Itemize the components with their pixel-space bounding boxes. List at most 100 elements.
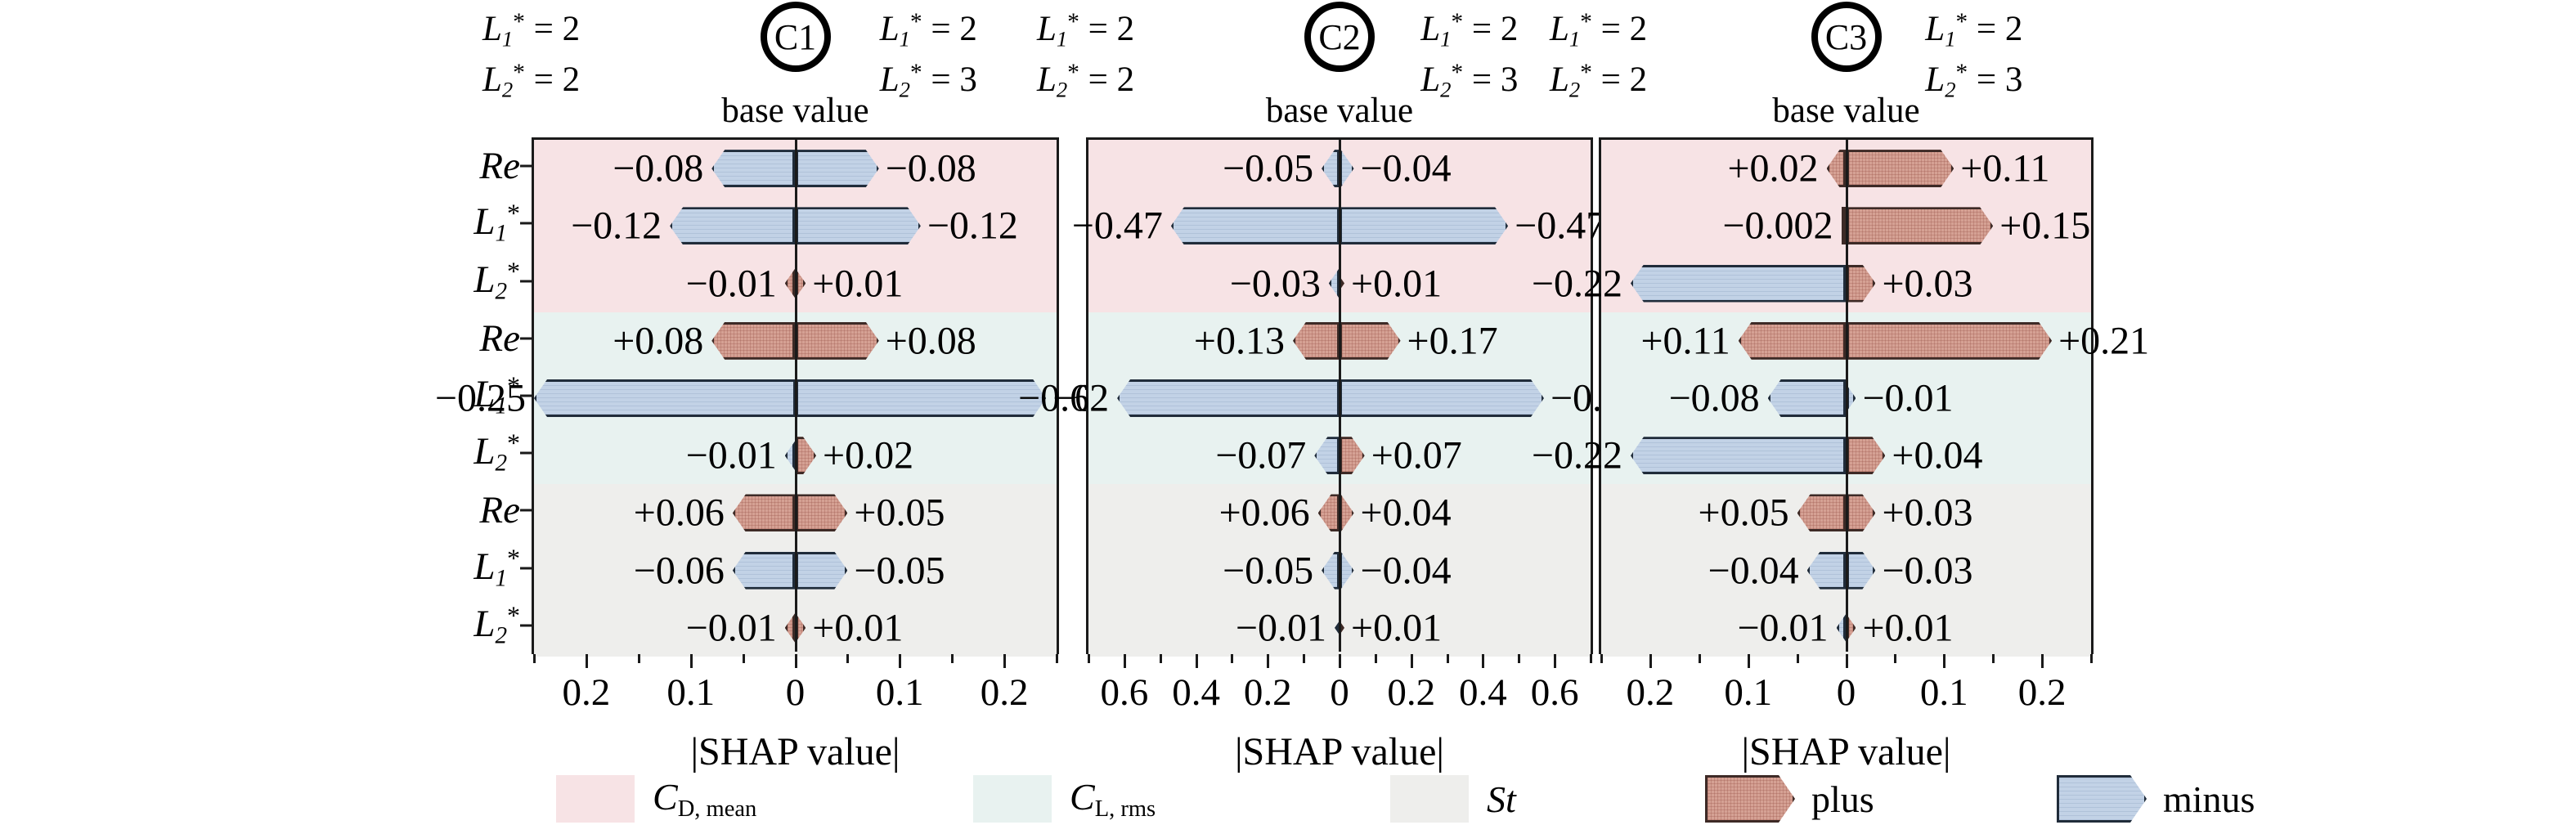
value-label-left: −0.01 <box>685 606 777 650</box>
table-row: +0.05 +0.03 <box>1601 484 2091 541</box>
bar-right-l2star <box>1340 437 1365 474</box>
header-left-condition: L1* = 2 L2* = 2 <box>1550 9 1648 102</box>
table-row: −0.01 +0.01 <box>1088 599 1591 657</box>
value-label-left: +0.05 <box>1698 491 1789 535</box>
x-tick-major <box>1554 654 1557 668</box>
x-tick-label: 0.6 <box>1530 671 1579 714</box>
base-value-label: base value <box>1265 92 1414 130</box>
bar-left-re <box>1322 150 1340 188</box>
bar-right-l1star <box>1847 552 1876 590</box>
value-label-right: +0.07 <box>1371 433 1462 478</box>
value-label-right: +0.01 <box>1862 606 1954 650</box>
x-tick-major <box>794 654 797 668</box>
panel-header-c2: L1* = 2 L2* = 2 L1* = 2 L2* = 3 base value C2 <box>1037 0 1724 137</box>
legend-item-minus[interactable]: minus <box>2057 772 2255 826</box>
x-axis-title: |SHAP value| <box>690 730 900 773</box>
table-row: −0.01 +0.02 <box>534 427 1057 484</box>
table-row: −0.01 +0.01 <box>534 599 1057 657</box>
value-label-right: +0.04 <box>1360 491 1452 535</box>
value-label-left: −0.03 <box>1229 262 1321 306</box>
y-tick-label-l2star: L2* <box>473 257 520 304</box>
legend-item-plus[interactable]: plus <box>1705 772 1874 826</box>
x-tick-label: 0.2 <box>2017 671 2067 714</box>
value-label-left: −0.01 <box>685 262 777 306</box>
x-tick-label: 0.2 <box>980 671 1029 714</box>
x-tick-label: 0.2 <box>1243 671 1292 714</box>
base-value-zero-line <box>794 140 797 652</box>
legend-item-cl-rms[interactable]: CL, rms <box>973 772 1156 826</box>
x-tick-major <box>1747 654 1750 668</box>
bar-rows: +0.02 +0.11 −0.002 +0.15 −0.22 +0.03 +0.11 +0.2… <box>1532 140 2149 652</box>
value-label-left: −0.07 <box>1215 433 1307 478</box>
header-right-condition: L1* = 2 L2* = 3 <box>1925 9 2023 102</box>
table-row: −0.002 +0.15 <box>1601 197 2091 254</box>
value-label-right: +0.15 <box>1999 204 2091 248</box>
y-tick-label-re: Re <box>479 145 520 188</box>
table-row: −0.04 −0.03 <box>1601 542 2091 599</box>
bar-right-l1star <box>796 207 921 244</box>
x-tick-minor <box>1600 654 1603 663</box>
table-row: −0.05 −0.04 <box>1088 542 1591 599</box>
x-tick-minor <box>1374 654 1377 663</box>
value-label-left: −0.22 <box>1531 262 1622 306</box>
value-label-right: −0.47 <box>1515 204 1606 248</box>
bar-left-l1star <box>1117 379 1340 417</box>
bar-rows: −0.05 −0.04 −0.47 −0.47 −0.03 +0.01 +0.13 +0.17… <box>1018 140 1641 652</box>
bar-left-re <box>1797 494 1847 532</box>
x-tick-label: 0.1 <box>875 671 924 714</box>
x-tick-major <box>585 654 588 668</box>
y-tick-label-re: Re <box>479 489 520 532</box>
value-label-right: −0.05 <box>854 549 945 593</box>
bar-right-l2star <box>796 437 817 474</box>
x-tick-label: 0.4 <box>1459 671 1507 714</box>
base-value-zero-line <box>1845 140 1848 652</box>
value-label-right: −0.04 <box>1360 146 1452 191</box>
y-tick-mark <box>520 222 532 225</box>
value-label-right: +0.03 <box>1882 262 1973 306</box>
legend-label-st: St <box>1487 778 1516 820</box>
case-badge-c2: C2 <box>1304 2 1375 72</box>
bar-left-re <box>1826 150 1847 188</box>
value-label-right: −0.03 <box>1882 549 1973 593</box>
bar-right-re <box>1847 150 1954 187</box>
table-row: +0.08 +0.08 <box>534 312 1057 370</box>
legend-arrow-plus <box>1705 775 1795 823</box>
x-tick-label: 0.6 <box>1100 671 1149 714</box>
x-tick-major <box>1003 654 1007 668</box>
value-label-left: −0.25 <box>434 376 526 420</box>
value-label-right: +0.04 <box>1892 433 1983 478</box>
value-label-left: −0.12 <box>571 204 662 248</box>
legend-swatch-st <box>1390 775 1469 823</box>
value-label-right: +0.01 <box>1351 262 1443 306</box>
value-label-right: +0.05 <box>854 491 945 535</box>
value-label-left: +0.08 <box>613 319 704 363</box>
table-row: −0.01 +0.01 <box>1601 599 2091 657</box>
legend-item-cd-mean[interactable]: CD, mean <box>556 772 756 826</box>
legend-item-st[interactable]: St <box>1390 772 1516 826</box>
value-label-left: −0.08 <box>1668 376 1760 420</box>
value-label-left: −0.47 <box>1071 204 1163 248</box>
x-tick-label: 0.1 <box>1724 671 1773 714</box>
x-tick-label: 0.2 <box>1626 671 1675 714</box>
x-tick-minor <box>1894 654 1897 663</box>
header-right-condition: L1* = 2 L2* = 3 <box>1420 9 1519 102</box>
bar-right-re <box>1847 494 1876 531</box>
x-tick-minor <box>1303 654 1306 663</box>
x-tick-major <box>1339 654 1341 668</box>
table-row: −0.05 −0.04 <box>1088 140 1591 197</box>
value-label-left: +0.06 <box>1218 491 1310 535</box>
x-tick-minor <box>1446 654 1449 663</box>
header-right-condition: L1* = 2 L2* = 3 <box>879 9 977 102</box>
panel-c1: L1* = 2 L2* = 2 L1* = 2 L2* = 3 base value C1… <box>435 0 1190 773</box>
x-tick-minor <box>1088 654 1090 663</box>
bar-right-l2star <box>1847 437 1886 474</box>
legend-label-cd-mean: CD, mean <box>653 776 757 822</box>
panel-c3: L1* = 2 L2* = 2 L1* = 2 L2* = 3 base value C3… <box>1532 0 2224 773</box>
case-badge-c1: C1 <box>760 2 831 72</box>
x-tick-minor <box>1518 654 1521 663</box>
bar-right-l2star <box>1847 265 1876 303</box>
x-tick-label: 0 <box>1330 671 1349 714</box>
bar-left-re <box>732 494 796 532</box>
panel-header-c1: L1* = 2 L2* = 2 L1* = 2 L2* = 3 base value C1 <box>458 0 1190 137</box>
